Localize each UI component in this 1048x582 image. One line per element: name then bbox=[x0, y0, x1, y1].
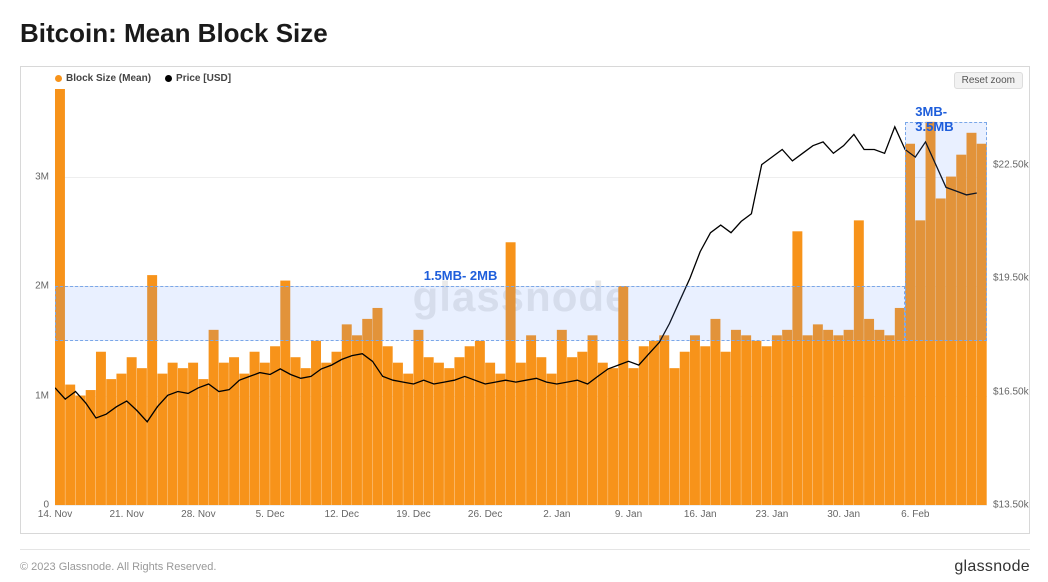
x-tick: 19. Dec bbox=[396, 509, 430, 520]
x-tick: 23. Jan bbox=[756, 509, 789, 520]
x-tick: 16. Jan bbox=[684, 509, 717, 520]
x-tick: 9. Jan bbox=[615, 509, 642, 520]
legend-dot-price bbox=[165, 75, 172, 82]
y-axis-right: $13.50k$16.50k$19.50k$22.50k bbox=[989, 89, 1029, 505]
y-left-tick: 2M bbox=[35, 281, 49, 292]
x-tick: 2. Jan bbox=[543, 509, 570, 520]
x-tick: 28. Nov bbox=[181, 509, 215, 520]
brand-logo: glassnode bbox=[954, 558, 1030, 576]
shaded-band bbox=[905, 122, 987, 341]
copyright-text: © 2023 Glassnode. All Rights Reserved. bbox=[20, 561, 216, 573]
y-left-tick: 3M bbox=[35, 171, 49, 182]
x-tick: 6. Feb bbox=[901, 509, 929, 520]
y-right-tick: $19.50k bbox=[993, 273, 1029, 284]
legend-label-price: Price [USD] bbox=[176, 73, 231, 84]
x-tick: 21. Nov bbox=[109, 509, 143, 520]
x-tick: 26. Dec bbox=[468, 509, 502, 520]
plot-area[interactable]: glassnode 1.5MB- 2MB3MB- 3.5MB bbox=[55, 89, 987, 505]
x-tick: 14. Nov bbox=[38, 509, 72, 520]
legend-item-blocksize: Block Size (Mean) bbox=[55, 73, 151, 84]
shaded-band-label: 1.5MB- 2MB bbox=[424, 268, 498, 283]
legend-label-blocksize: Block Size (Mean) bbox=[66, 73, 151, 84]
page-title: Bitcoin: Mean Block Size bbox=[0, 0, 1048, 49]
y-left-tick: 1M bbox=[35, 390, 49, 401]
y-right-tick: $13.50k bbox=[993, 500, 1029, 511]
y-right-tick: $22.50k bbox=[993, 159, 1029, 170]
legend-dot-blocksize bbox=[55, 75, 62, 82]
legend: Block Size (Mean) Price [USD] bbox=[55, 73, 231, 84]
y-axis-left: 01M2M3M bbox=[21, 89, 53, 505]
gridline bbox=[55, 505, 987, 506]
x-tick: 30. Jan bbox=[827, 509, 860, 520]
shaded-band-label: 3MB- 3.5MB bbox=[915, 104, 987, 134]
chart-panel: Block Size (Mean) Price [USD] Reset zoom… bbox=[20, 66, 1030, 534]
x-tick: 5. Dec bbox=[256, 509, 285, 520]
shaded-band bbox=[55, 286, 905, 341]
y-right-tick: $16.50k bbox=[993, 386, 1029, 397]
footer: © 2023 Glassnode. All Rights Reserved. g… bbox=[20, 549, 1030, 576]
x-axis: 14. Nov21. Nov28. Nov5. Dec12. Dec19. De… bbox=[55, 509, 987, 527]
reset-zoom-button[interactable]: Reset zoom bbox=[954, 72, 1023, 89]
legend-item-price: Price [USD] bbox=[165, 73, 231, 84]
x-tick: 12. Dec bbox=[325, 509, 359, 520]
